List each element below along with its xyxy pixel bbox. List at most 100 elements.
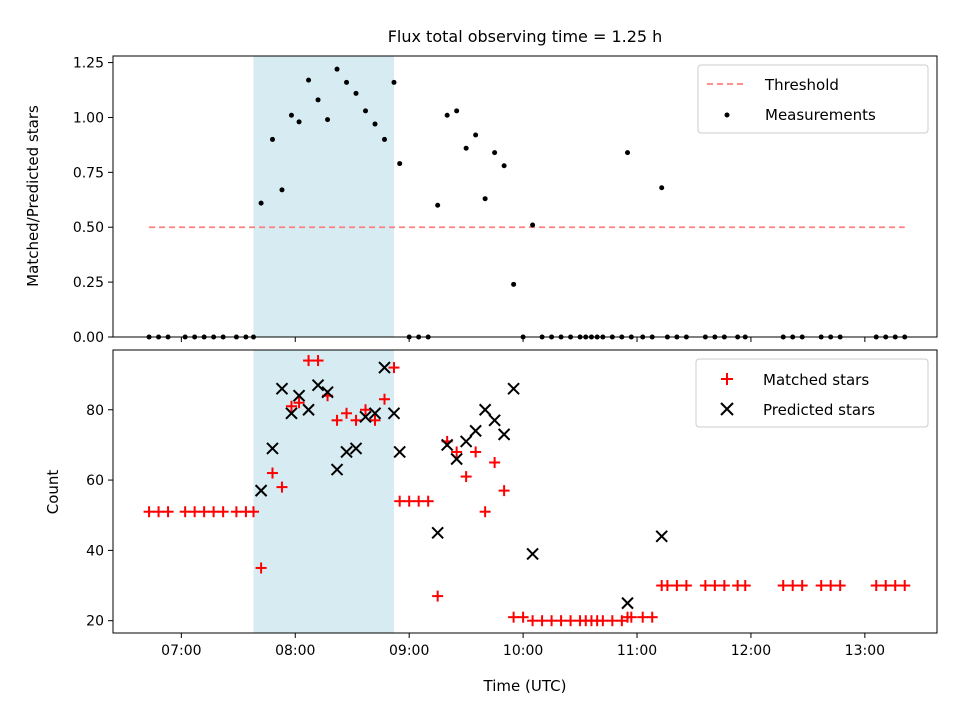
- matched-star-point: [555, 615, 567, 627]
- matched-star-point: [637, 611, 649, 623]
- matched-star-point: [255, 562, 267, 574]
- matched-star-point: [606, 615, 618, 627]
- matched-star-point: [413, 495, 425, 507]
- measurement-point: [625, 150, 631, 156]
- measurement-point: [315, 97, 321, 103]
- measurement-point: [269, 136, 275, 142]
- threshold-legend-label: Threshold: [764, 76, 839, 94]
- matched-star-point: [303, 355, 315, 367]
- bottom-y-tick-label: 80: [86, 403, 104, 419]
- matched-star-point: [285, 400, 297, 412]
- top-y-axis-label: Matched/Predicted stars: [24, 105, 42, 287]
- matched-star-point: [179, 506, 191, 518]
- predicted-star-point: [450, 452, 463, 466]
- measurement-point: [372, 121, 378, 127]
- measurement-point: [296, 119, 302, 125]
- matched-star-point: [517, 611, 529, 623]
- predicted-star-point: [311, 378, 325, 392]
- measurement-point: [482, 196, 488, 202]
- measurement-point: [258, 200, 264, 206]
- predicted-star-point: [266, 442, 279, 455]
- matched-star-point: [565, 615, 577, 627]
- bottom-plot-frame: [112, 349, 938, 634]
- predicted-star-point: [340, 445, 353, 459]
- matched-star-point: [394, 495, 406, 507]
- bottom-highlight-span: [253, 350, 394, 633]
- x-tick-label: 13:00: [845, 643, 885, 659]
- predicted-star-point: [478, 403, 492, 416]
- x-tick-label: 10:00: [503, 643, 543, 659]
- matched-star-point: [699, 580, 711, 592]
- matched-star-point: [739, 580, 751, 592]
- matched-star-point: [508, 611, 520, 623]
- measurement-point: [397, 161, 403, 167]
- matched-star-point: [388, 362, 400, 374]
- predicted-star-point: [321, 385, 334, 399]
- matched-star-point: [422, 495, 434, 507]
- measurement-point: [353, 90, 359, 96]
- bottom-y-axis: 20 40 60 80: [86, 403, 113, 630]
- matched-star-point: [312, 355, 324, 367]
- matched-star-point: [527, 615, 539, 627]
- measurement-point: [391, 79, 397, 85]
- matched-star-point: [350, 414, 362, 426]
- matched-star-point: [661, 580, 673, 592]
- top-y-tick-label: 1.25: [73, 56, 104, 72]
- predicted-star-point: [378, 361, 391, 374]
- measurement-point: [454, 108, 460, 114]
- matched-star-point: [718, 580, 730, 592]
- matched-star-point: [498, 485, 510, 497]
- top-y-tick-label: 0.25: [73, 275, 104, 291]
- matched-star-point: [460, 471, 472, 483]
- x-tick-label: 09:00: [389, 643, 429, 659]
- measurement-point: [382, 136, 388, 142]
- predicted-star-point: [387, 407, 401, 420]
- measurement-point: [288, 112, 294, 118]
- predicted-star-point: [469, 424, 482, 438]
- matched-star-point: [379, 393, 391, 405]
- matched-star-point: [834, 580, 846, 592]
- predicted-star-point: [359, 410, 372, 424]
- matched-star-point: [369, 414, 381, 426]
- matched-star-point: [680, 580, 692, 592]
- predicted-star-point: [254, 484, 268, 497]
- matched-star-point: [341, 407, 353, 419]
- matched-star-point: [230, 506, 242, 518]
- top-y-tick-label: 0.50: [73, 220, 104, 236]
- measurements-series: [146, 66, 908, 340]
- matched-star-point: [880, 580, 892, 592]
- matched-star-point: [247, 506, 259, 518]
- measurements-legend-label: Measurements: [765, 106, 876, 124]
- predicted-star-point: [393, 445, 406, 459]
- predicted-star-point: [368, 407, 382, 420]
- matched-star-point: [625, 611, 637, 623]
- predicted-star-point: [459, 435, 473, 448]
- bottom-panel: 20 40 60 80 07:00 08:00 09:00 10:00 11:00 12:00 1…: [44, 349, 938, 695]
- predicted-star-point: [440, 438, 454, 452]
- measurement-point: [279, 187, 285, 193]
- predicted-star-point: [349, 442, 363, 455]
- matched-star-point: [403, 495, 415, 507]
- top-y-tick-label: 1.00: [73, 110, 104, 126]
- x-tick-label: 07:00: [161, 643, 201, 659]
- measurement-point: [659, 185, 665, 191]
- top-x-ticks: [180, 337, 866, 342]
- measurements-legend-swatch: [724, 112, 730, 118]
- matched-star-point: [470, 446, 482, 458]
- matched-star-point: [432, 590, 444, 602]
- predicted-star-point: [285, 407, 298, 420]
- matched-star-point: [489, 456, 501, 468]
- bottom-y-axis-label: Count: [44, 470, 62, 515]
- top-legend: Threshold Measurements: [697, 64, 929, 134]
- x-axis-label: Time (UTC): [483, 677, 567, 695]
- measurement-point: [306, 77, 312, 83]
- matched-star-point: [870, 580, 882, 592]
- x-tick-label: 12:00: [731, 643, 771, 659]
- matched-star-point: [162, 506, 174, 518]
- matched-star-point: [198, 506, 210, 518]
- matched-star-point: [143, 506, 155, 518]
- matched-star-point: [709, 580, 721, 592]
- measurement-point: [363, 108, 369, 114]
- matched-star-point: [796, 580, 808, 592]
